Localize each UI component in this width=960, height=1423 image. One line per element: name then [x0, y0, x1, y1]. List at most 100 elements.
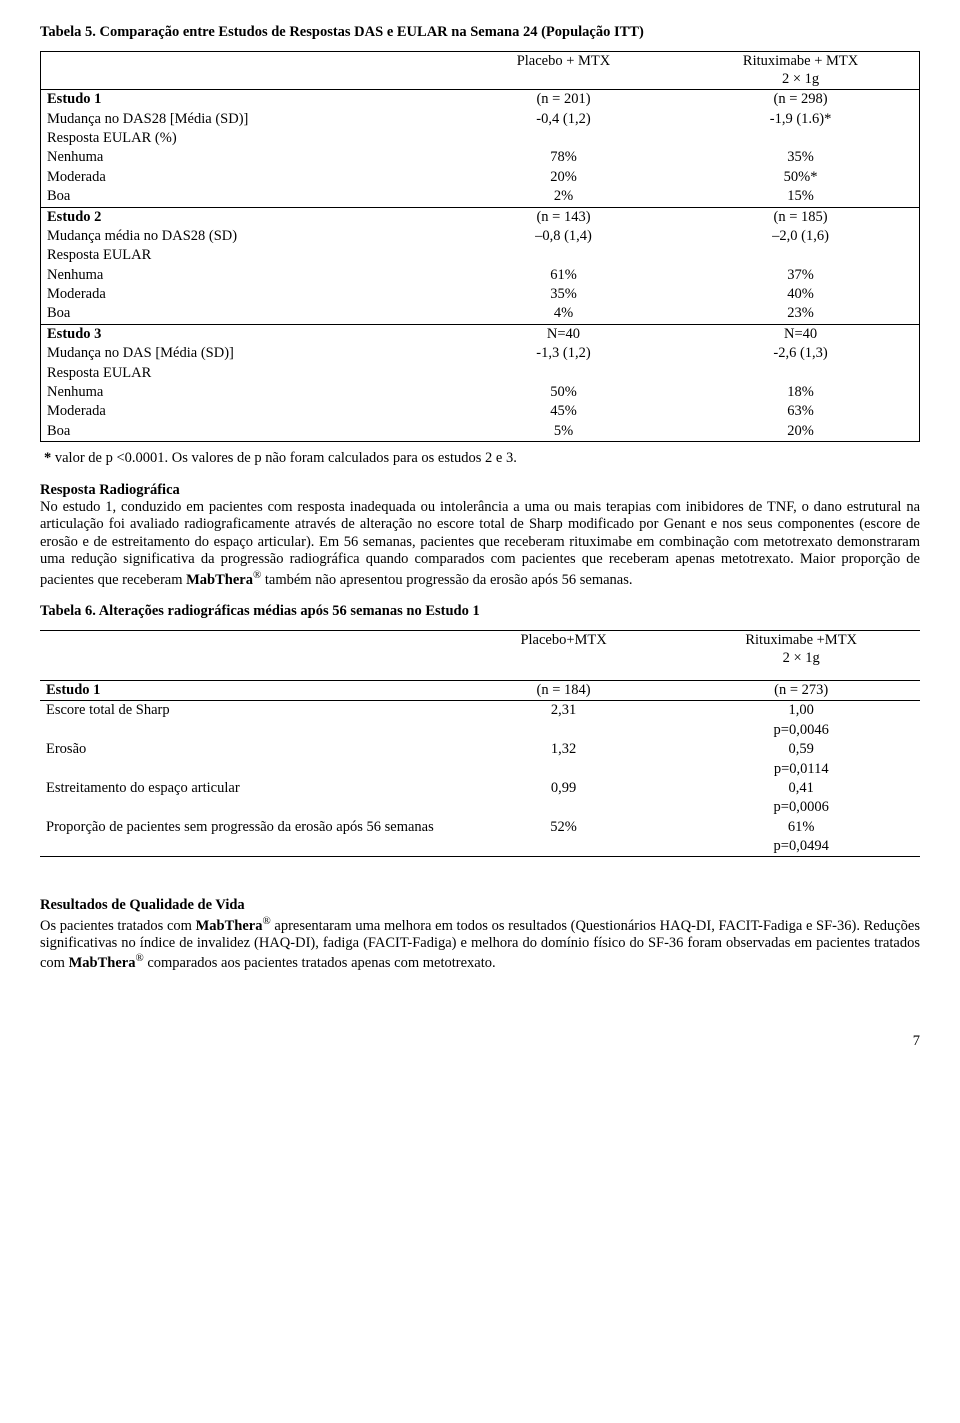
table6-study-c1: (n = 184)	[445, 680, 683, 700]
table-row-c2: 0,59	[682, 740, 920, 759]
table-row-label: Mudança no DAS28 [Média (SD)]	[41, 110, 445, 129]
table-row-label: Nenhuma	[41, 266, 445, 285]
table-row-c1: 2%	[445, 187, 682, 207]
table-row-label: Moderada	[41, 285, 445, 304]
table-row-c2: (n = 185)	[682, 207, 919, 227]
table-row-c2	[682, 246, 919, 265]
table-row-pvalue: p=0,0046	[682, 721, 920, 740]
table-row-c1: N=40	[445, 324, 682, 344]
table-row-c2: 35%	[682, 148, 919, 167]
table-row-label: Nenhuma	[41, 383, 445, 402]
table-row-c1: -1,3 (1,2)	[445, 344, 682, 363]
table-row-label: Estreitamento do espaço articular	[40, 779, 445, 818]
radiographic-reg: ®	[253, 569, 261, 581]
radiographic-text-after: também não apresentou progressão da eros…	[261, 571, 632, 587]
table-row-c1: 45%	[445, 402, 682, 421]
table-row-pvalue: p=0,0494	[682, 837, 920, 857]
table6: Placebo+MTX Rituximabe +MTX 2 × 1g Estud…	[40, 630, 920, 857]
table5-header-col1: Placebo + MTX	[445, 52, 682, 90]
table-row-c1: 50%	[445, 383, 682, 402]
table-row-label: Boa	[41, 422, 445, 442]
table-row-c1	[445, 129, 682, 148]
table-row-c1: 1,32	[445, 740, 683, 779]
table-row-c2	[682, 364, 919, 383]
table-row-c1: 52%	[445, 818, 683, 857]
radiographic-heading: Resposta Radiográfica	[40, 482, 180, 498]
quality-heading: Resultados de Qualidade de Vida	[40, 897, 245, 913]
table6-title: Tabela 6. Alterações radiográficas média…	[40, 603, 920, 620]
table6-header-col1: Placebo+MTX	[445, 631, 683, 668]
table-row-label: Escore total de Sharp	[40, 701, 445, 740]
table-row-c1: (n = 201)	[445, 90, 682, 110]
table5: Placebo + MTX Rituximabe + MTX 2 × 1g Es…	[40, 51, 920, 442]
table-row-c2: –2,0 (1,6)	[682, 227, 919, 246]
table5-header-col2-line1: Rituximabe + MTX	[743, 53, 858, 69]
table-row-label: Estudo 3	[41, 324, 445, 344]
table-row-label: Nenhuma	[41, 148, 445, 167]
table6-study-c2: (n = 273)	[682, 680, 920, 700]
table5-title: Tabela 5. Comparação entre Estudos de Re…	[40, 24, 920, 41]
table-row-c1: 35%	[445, 285, 682, 304]
table-row-label: Estudo 2	[41, 207, 445, 227]
table5-header-col2-line2: 2 × 1g	[782, 71, 819, 87]
quality-text3: comparados aos pacientes tratados apenas…	[144, 955, 496, 971]
table-row-label: Resposta EULAR (%)	[41, 129, 445, 148]
table-row-c2: -1,9 (1.6)*	[682, 110, 919, 129]
table-row-c2: 37%	[682, 266, 919, 285]
table-row-c1: 20%	[445, 168, 682, 187]
table-row-label: Mudança média no DAS28 (SD)	[41, 227, 445, 246]
table-row-c2: 0,41	[682, 779, 920, 798]
table-row-c2	[682, 129, 919, 148]
table5-footnote-text: valor de p <0.0001. Os valores de p não …	[51, 450, 517, 466]
table6-header-empty	[40, 631, 445, 668]
page-number: 7	[40, 1033, 920, 1050]
radiographic-section: Resposta Radiográfica No estudo 1, condu…	[40, 482, 920, 589]
table-row-pvalue: p=0,0006	[682, 798, 920, 817]
table-row-pvalue: p=0,0114	[682, 760, 920, 779]
table-row-c2: 63%	[682, 402, 919, 421]
table-row-c1: 78%	[445, 148, 682, 167]
radiographic-brand: MabThera	[186, 571, 253, 587]
table-row-c1: 5%	[445, 422, 682, 442]
table6-study-label-text: Estudo 1	[46, 682, 100, 698]
quality-reg2: ®	[135, 952, 143, 964]
table-row-label: Erosão	[40, 740, 445, 779]
table-row-label: Moderada	[41, 402, 445, 421]
table5-footnote: * valor de p <0.0001. Os valores de p nã…	[44, 450, 920, 467]
quality-brand2: MabThera	[69, 955, 136, 971]
table-row-c1	[445, 246, 682, 265]
quality-reg1: ®	[262, 915, 270, 927]
table-row-c1: –0,8 (1,4)	[445, 227, 682, 246]
table-row-label: Mudança no DAS [Média (SD)]	[41, 344, 445, 363]
table-row-c2: 61%	[682, 818, 920, 837]
table-row-label: Proporção de pacientes sem progressão da…	[40, 818, 445, 857]
table-row-c2: (n = 298)	[682, 90, 919, 110]
table5-header-col2: Rituximabe + MTX 2 × 1g	[682, 52, 919, 90]
table6-spacer	[40, 668, 920, 681]
table-row-c2: 18%	[682, 383, 919, 402]
table-row-c1: 2,31	[445, 701, 683, 740]
table-row-c2: 40%	[682, 285, 919, 304]
table6-study-label: Estudo 1	[40, 680, 445, 700]
table-row-c1: (n = 143)	[445, 207, 682, 227]
table-row-c2: 23%	[682, 304, 919, 324]
table-row-c1	[445, 364, 682, 383]
table-row-label: Resposta EULAR	[41, 246, 445, 265]
table-row-c2: N=40	[682, 324, 919, 344]
table5-header-empty	[41, 52, 445, 90]
quality-text1: Os pacientes tratados com	[40, 918, 196, 934]
table-row-label: Boa	[41, 304, 445, 324]
table-row-c2: -2,6 (1,3)	[682, 344, 919, 363]
table-row-label: Boa	[41, 187, 445, 207]
table6-header-col2: Rituximabe +MTX 2 × 1g	[682, 631, 920, 668]
table-row-c2: 15%	[682, 187, 919, 207]
table-row-c2: 1,00	[682, 701, 920, 721]
table-row-c1: -0,4 (1,2)	[445, 110, 682, 129]
table-row-c2: 20%	[682, 422, 919, 442]
quality-brand1: MabThera	[196, 918, 263, 934]
table6-header-col2-line2: 2 × 1g	[783, 650, 820, 666]
table6-header-col2-line1: Rituximabe +MTX	[745, 632, 857, 648]
table-row-c1: 61%	[445, 266, 682, 285]
table-row-label: Moderada	[41, 168, 445, 187]
table-row-label: Resposta EULAR	[41, 364, 445, 383]
